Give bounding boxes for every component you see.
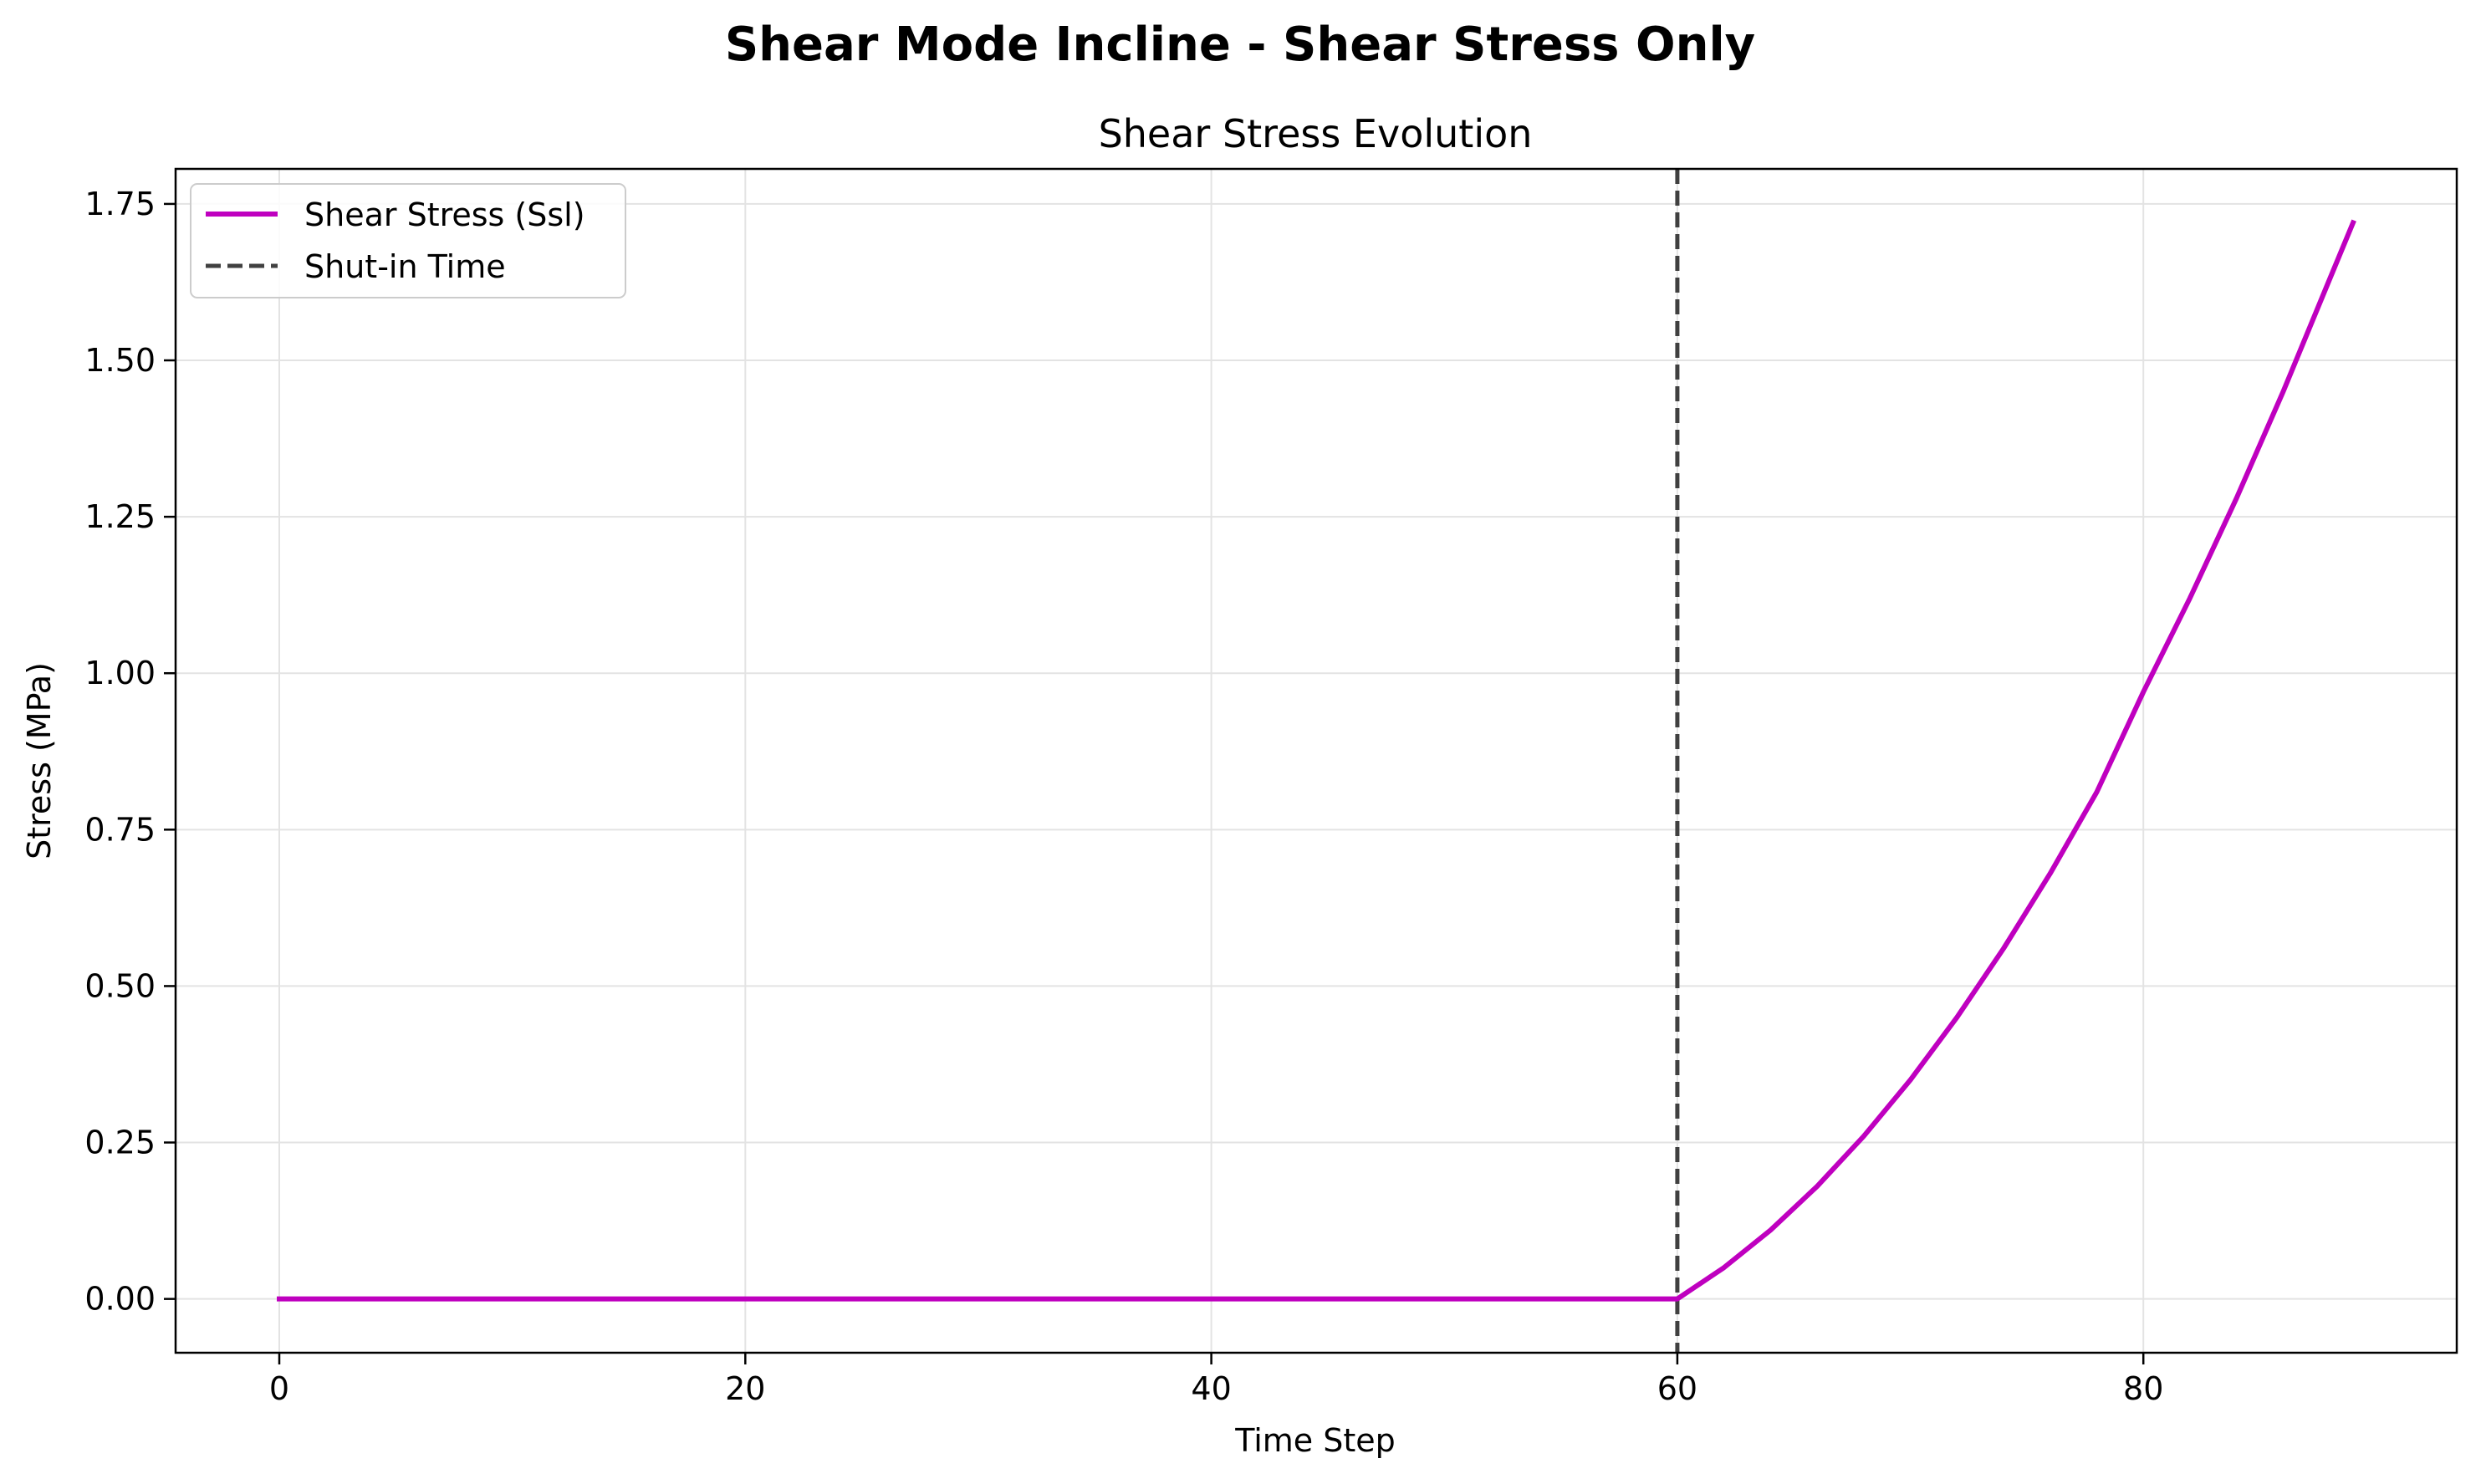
y-tick-label: 0.25 xyxy=(84,1124,156,1161)
x-tick-label: 20 xyxy=(725,1370,765,1407)
x-axis: 0 20 40 60 80 xyxy=(269,1353,2163,1407)
grid xyxy=(176,169,2457,1353)
y-tick-label: 1.00 xyxy=(84,655,156,691)
chart-title: Shear Stress Evolution xyxy=(1099,111,1533,156)
axes-frame xyxy=(174,167,2458,1354)
legend-label-shear-stress: Shear Stress (Ssl) xyxy=(304,196,585,233)
x-axis-label: Time Step xyxy=(1234,1422,1396,1459)
x-tick-label: 80 xyxy=(2123,1370,2163,1407)
y-tick-label: 1.25 xyxy=(84,498,156,535)
y-axis: 0.00 0.25 0.50 0.75 1.00 1.25 1.50 1.75 xyxy=(84,186,176,1318)
y-axis-label: Stress (MPa) xyxy=(21,662,58,859)
y-tick-label: 0.75 xyxy=(84,811,156,848)
x-tick-label: 40 xyxy=(1191,1370,1231,1407)
y-tick-label: 1.75 xyxy=(84,186,156,222)
x-tick-label: 0 xyxy=(269,1370,289,1407)
figure-title: Shear Mode Incline - Shear Stress Only xyxy=(725,18,1755,72)
legend-label-shut-in: Shut-in Time xyxy=(304,248,506,285)
x-tick-label: 60 xyxy=(1657,1370,1697,1407)
series-line-shear-stress xyxy=(277,219,2356,1302)
y-tick-label: 1.50 xyxy=(84,342,156,379)
y-tick-label: 0.00 xyxy=(84,1281,156,1318)
legend-box xyxy=(190,183,626,298)
plot-area xyxy=(277,169,2356,1353)
legend: Shear Stress (Ssl) Shut-in Time xyxy=(190,183,626,298)
y-tick-label: 0.50 xyxy=(84,967,156,1004)
